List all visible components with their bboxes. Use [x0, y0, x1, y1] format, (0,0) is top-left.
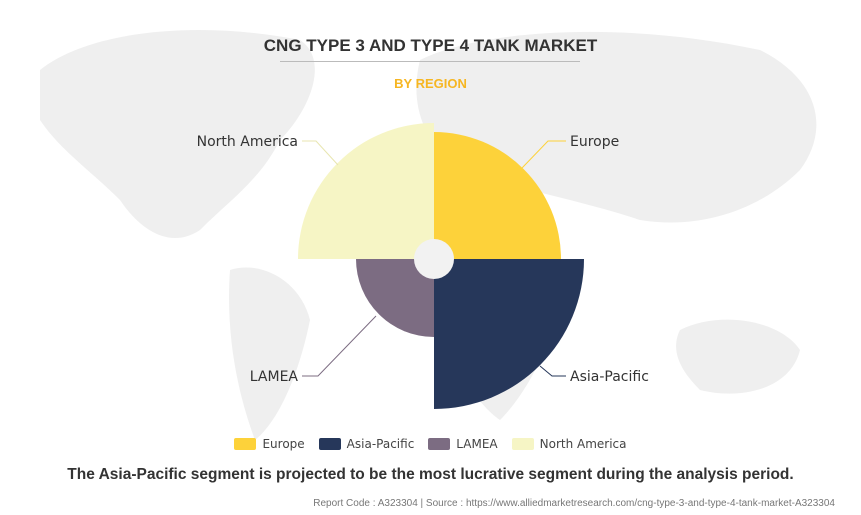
- sector-label: Asia-Pacific: [570, 369, 649, 385]
- leader-line: [521, 140, 566, 169]
- legend-swatch: [511, 438, 534, 450]
- title-divider: [280, 61, 580, 62]
- legend-swatch: [428, 438, 451, 450]
- sector-europe[interactable]: [434, 132, 561, 259]
- legend: Europe Asia-Pacific LAMEA North America: [0, 437, 861, 451]
- legend-label: Asia-Pacific: [346, 437, 415, 451]
- sector-north-america[interactable]: [298, 123, 434, 259]
- leader-line: [302, 140, 339, 166]
- sector-asia-pacific[interactable]: [434, 259, 584, 409]
- legend-item-europe[interactable]: Europe: [234, 437, 305, 451]
- leader-line: [539, 365, 566, 377]
- chart-title: CNG TYPE 3 AND TYPE 4 TANK MARKET: [263, 36, 598, 55]
- legend-item-lamea[interactable]: LAMEA: [428, 437, 498, 451]
- sector-lamea[interactable]: [356, 259, 434, 337]
- sector-label: Europe: [570, 134, 619, 150]
- legend-item-north-america[interactable]: North America: [511, 437, 627, 451]
- summary-note: The Asia-Pacific segment is projected to…: [67, 466, 794, 483]
- sector-label: LAMEA: [250, 369, 299, 385]
- center-hole: [414, 239, 454, 279]
- leader-line: [302, 315, 377, 377]
- chart-subtitle: BY REGION: [394, 76, 467, 91]
- legend-swatch: [318, 438, 341, 450]
- legend-swatch: [234, 438, 257, 450]
- legend-item-asia-pacific[interactable]: Asia-Pacific: [318, 437, 415, 451]
- legend-label: North America: [539, 437, 627, 451]
- legend-label: Europe: [262, 437, 305, 451]
- footer-source: Report Code : A323304 | Source : https:/…: [313, 498, 835, 509]
- legend-label: LAMEA: [456, 437, 498, 451]
- sector-label: North America: [197, 134, 298, 150]
